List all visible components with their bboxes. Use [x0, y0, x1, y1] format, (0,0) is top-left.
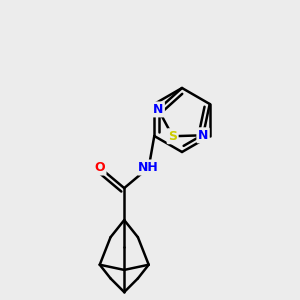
- Text: N: N: [198, 129, 208, 142]
- Text: S: S: [168, 130, 177, 143]
- Text: N: N: [153, 103, 164, 116]
- Text: NH: NH: [138, 161, 159, 174]
- Text: O: O: [94, 161, 105, 174]
